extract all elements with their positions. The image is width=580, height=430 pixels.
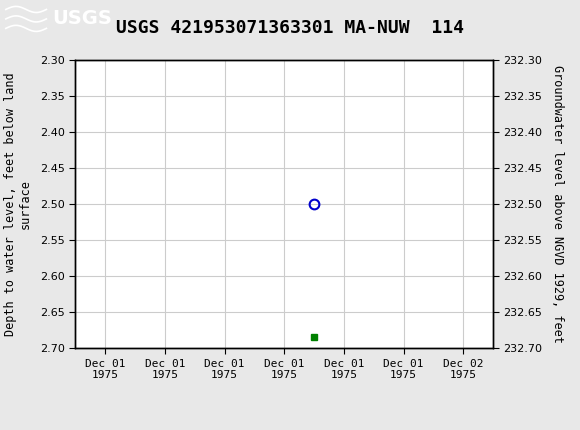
Text: USGS 421953071363301 MA-NUW  114: USGS 421953071363301 MA-NUW 114 — [116, 18, 464, 37]
Y-axis label: Depth to water level, feet below land
surface: Depth to water level, feet below land su… — [4, 72, 32, 336]
Y-axis label: Groundwater level above NGVD 1929, feet: Groundwater level above NGVD 1929, feet — [551, 65, 564, 343]
Text: USGS: USGS — [52, 9, 112, 28]
